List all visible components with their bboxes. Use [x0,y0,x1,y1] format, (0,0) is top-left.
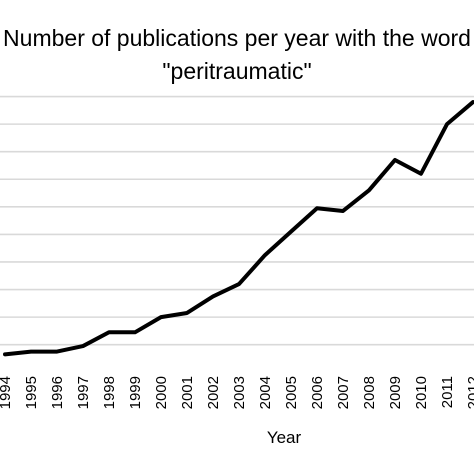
x-tick-label: 1999 [127,376,144,409]
x-tick-label: 2008 [361,376,378,409]
x-tick-label: 2010 [413,376,430,409]
x-tick-label: 2003 [231,376,248,409]
chart-title-line-2: "peritraumatic" [162,58,311,84]
series-layer [3,100,474,357]
x-tick-label: 2002 [205,376,222,409]
x-tick-label: 1995 [23,376,40,409]
chart-title-line-1: Number of publications per year with the… [3,25,471,51]
x-tick-label: 2000 [153,376,170,409]
x-tick-label: 2004 [257,376,274,409]
series-line [3,100,474,357]
gridlines [0,95,474,346]
x-tick-label: 1994 [0,376,14,409]
x-tick-label: 1998 [101,376,118,409]
x-tick-label: 2007 [335,376,352,409]
chart-title: Number of publications per year with the… [3,25,471,84]
x-tick-label: 2009 [387,376,404,409]
x-tick-label: 2011 [439,376,456,408]
x-tick-label: 2012 [465,376,474,409]
x-tick-label: 2001 [179,376,196,409]
x-tick-label: 1996 [49,376,66,409]
x-axis-title: Year [267,428,302,447]
x-axis-tick-labels: 1994 1995 1996 1997 1998 1999 2000 2001 2002 2003… [0,376,474,409]
x-tick-label: 2006 [309,376,326,409]
x-tick-label: 2005 [283,376,300,409]
x-tick-label: 1997 [75,376,92,409]
